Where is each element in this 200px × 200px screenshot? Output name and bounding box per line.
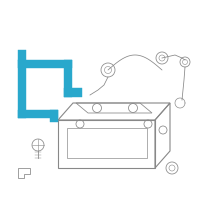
Polygon shape xyxy=(18,110,58,118)
Polygon shape xyxy=(18,60,26,118)
Polygon shape xyxy=(64,88,82,97)
Polygon shape xyxy=(50,110,58,122)
Polygon shape xyxy=(18,60,72,68)
Polygon shape xyxy=(18,50,26,60)
Polygon shape xyxy=(64,60,72,97)
